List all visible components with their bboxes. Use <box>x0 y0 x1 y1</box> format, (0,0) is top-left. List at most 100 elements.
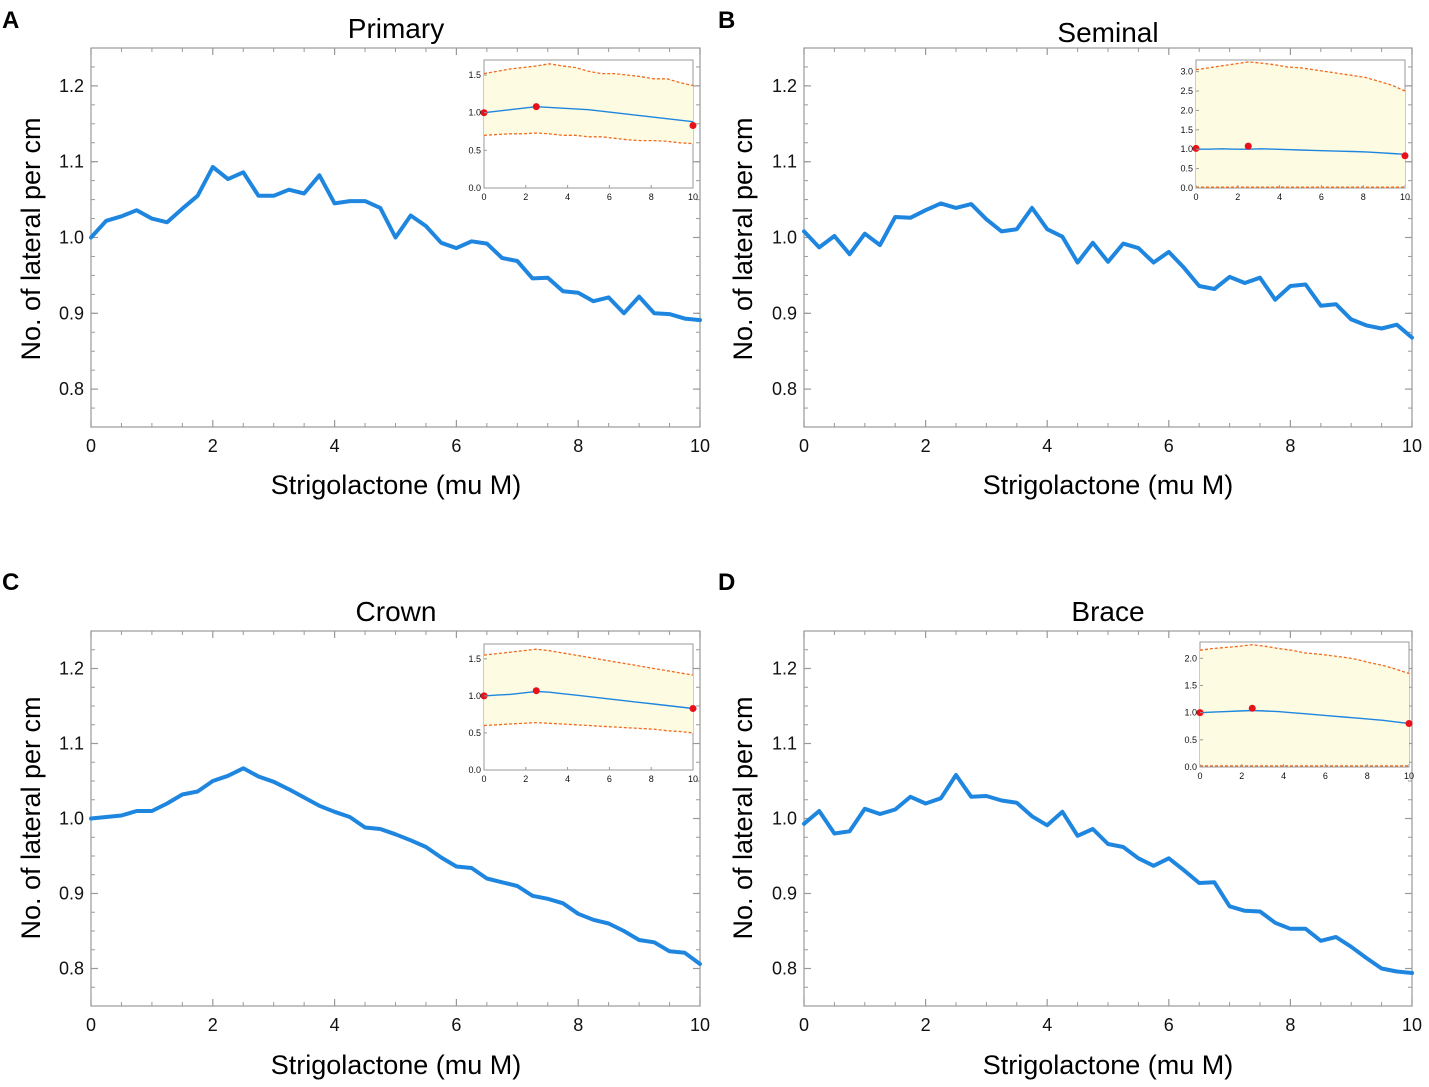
x-tick-label: 8 <box>1285 436 1295 456</box>
inset-y-tick-label: 2.0 <box>1184 653 1197 663</box>
y-tick-label: 1.2 <box>59 76 84 96</box>
inset-y-tick-label: 0.5 <box>468 728 481 738</box>
x-tick-label: 8 <box>573 436 583 456</box>
inset-confidence-band <box>484 649 693 733</box>
inset-mean-line <box>483 105 694 123</box>
inset-x-tick-label: 6 <box>1323 771 1328 781</box>
inset-x-tick-label: 2 <box>523 192 528 202</box>
inset-marker <box>532 103 540 111</box>
x-tick-label: 2 <box>921 436 931 456</box>
inset-x-tick-label: 4 <box>1277 192 1282 202</box>
inset-x-tick-label: 0 <box>1197 771 1202 781</box>
inset-plot: 0 2 4 6 8 10 0.0 0.5 1.0 1.5 <box>468 643 698 784</box>
inset-x-tick-label: 4 <box>1281 771 1286 781</box>
x-tick-label: 2 <box>208 436 218 456</box>
panel-label-a: A <box>2 7 19 34</box>
inset-y-tick-label: 1.5 <box>1184 680 1197 690</box>
inset-y-tick-label: 0.0 <box>468 765 481 775</box>
inset-x-tick-label: 4 <box>565 774 570 784</box>
inset-x-tick-label: 0 <box>481 192 486 202</box>
y-tick-label: 1.0 <box>772 228 797 248</box>
panel-title-seminal: Seminal <box>1057 17 1158 48</box>
x-tick-label: 6 <box>451 1015 461 1035</box>
inset-x-tick-label: 8 <box>1361 192 1366 202</box>
inset-confidence-band <box>1196 61 1405 188</box>
inset-x-tick-label: 0 <box>481 774 486 784</box>
panel-title-crown: Crown <box>356 596 437 627</box>
inset-x-tick-label: 8 <box>1365 771 1370 781</box>
inset-upper-bound <box>1199 644 1410 675</box>
panel-b: B Seminal Strigolactone (mu M) No. of la… <box>718 7 1422 500</box>
x-tick-label: 8 <box>1285 1015 1295 1035</box>
y-axis-label: No. of lateral per cm <box>728 696 758 939</box>
inset-x-tick-label: 8 <box>649 774 654 784</box>
inset-upper-bound <box>1195 61 1406 92</box>
inset-x-tick-label: 10 <box>688 774 698 784</box>
inset-confidence-band <box>484 63 693 144</box>
inset-marker <box>1405 720 1413 728</box>
x-tick-label: 0 <box>86 436 96 456</box>
y-axis-label: No. of lateral per cm <box>728 117 758 360</box>
y-tick-label: 1.1 <box>772 734 797 754</box>
inset-y-tick-label: 1.0 <box>1184 708 1197 718</box>
y-tick-label: 0.9 <box>772 303 797 323</box>
x-tick-label: 0 <box>799 1015 809 1035</box>
y-tick-label: 1.0 <box>59 228 84 248</box>
inset-marker <box>689 704 697 712</box>
panel-label-c: C <box>2 569 19 596</box>
inset-y-tick-label: 1.5 <box>1180 125 1193 135</box>
inset-y-tick-label: 1.0 <box>468 108 481 118</box>
inset-y-tick-label: 0.0 <box>468 183 481 193</box>
inset-marker <box>1401 152 1409 160</box>
inset-mean-line <box>483 690 694 710</box>
y-tick-label: 0.8 <box>59 959 84 979</box>
y-axis-label: No. of lateral per cm <box>16 696 46 939</box>
x-axis-label: Strigolactone (mu M) <box>983 470 1234 500</box>
inset-marker <box>532 687 540 695</box>
inset-x-tick-label: 6 <box>607 774 612 784</box>
inset-x-tick-label: 8 <box>649 192 654 202</box>
inset-y-tick-label: 1.0 <box>468 691 481 701</box>
inset-y-tick-label: 0.5 <box>1184 735 1197 745</box>
inset-plot: 0 2 4 6 8 10 0.0 0.5 1.0 1.5 2.0 <box>1184 641 1414 781</box>
y-tick-label: 0.9 <box>772 884 797 904</box>
series-line <box>89 165 702 323</box>
panel-a: A Primary Strigolactone (mu M) No. of la… <box>2 7 710 500</box>
inset-y-tick-label: 1.0 <box>1180 144 1193 154</box>
inset-confidence-band <box>1200 644 1409 766</box>
inset-plot: 0 2 4 6 8 10 0.0 0.5 1.0 1.5 <box>468 59 698 202</box>
inset-marker <box>689 122 697 130</box>
x-tick-label: 4 <box>330 436 340 456</box>
y-tick-label: 0.9 <box>59 884 84 904</box>
x-tick-label: 4 <box>1042 436 1052 456</box>
x-tick-label: 4 <box>1042 1015 1052 1035</box>
inset-mean-line <box>1196 148 1406 155</box>
series-line <box>89 766 702 966</box>
panel-title-brace: Brace <box>1071 596 1144 627</box>
x-axis-label: Strigolactone (mu M) <box>271 470 522 500</box>
series-line <box>802 201 1414 340</box>
inset-x-tick-label: 10 <box>1404 771 1414 781</box>
y-tick-label: 1.2 <box>59 659 84 679</box>
y-tick-label: 0.8 <box>59 379 84 399</box>
inset-x-tick-label: 2 <box>1239 771 1244 781</box>
inset-mean-line <box>1199 709 1410 725</box>
y-tick-label: 1.2 <box>772 76 797 96</box>
inset-y-tick-label: 3.0 <box>1180 67 1193 77</box>
inset-x-tick-label: 0 <box>1193 192 1198 202</box>
x-tick-label: 6 <box>1164 436 1174 456</box>
x-axis-label: Strigolactone (mu M) <box>271 1050 522 1080</box>
x-tick-label: 10 <box>690 436 710 456</box>
x-tick-label: 8 <box>573 1015 583 1035</box>
y-tick-label: 0.8 <box>772 959 797 979</box>
inset-y-tick-label: 1.5 <box>468 70 481 80</box>
y-tick-label: 1.0 <box>59 809 84 829</box>
inset-upper-bound <box>483 648 694 676</box>
panel-label-d: D <box>718 569 735 596</box>
y-tick-label: 0.8 <box>772 379 797 399</box>
inset-x-tick-label: 2 <box>1235 192 1240 202</box>
y-tick-label: 1.2 <box>772 659 797 679</box>
x-tick-label: 6 <box>451 436 461 456</box>
inset-upper-bound <box>483 63 694 87</box>
